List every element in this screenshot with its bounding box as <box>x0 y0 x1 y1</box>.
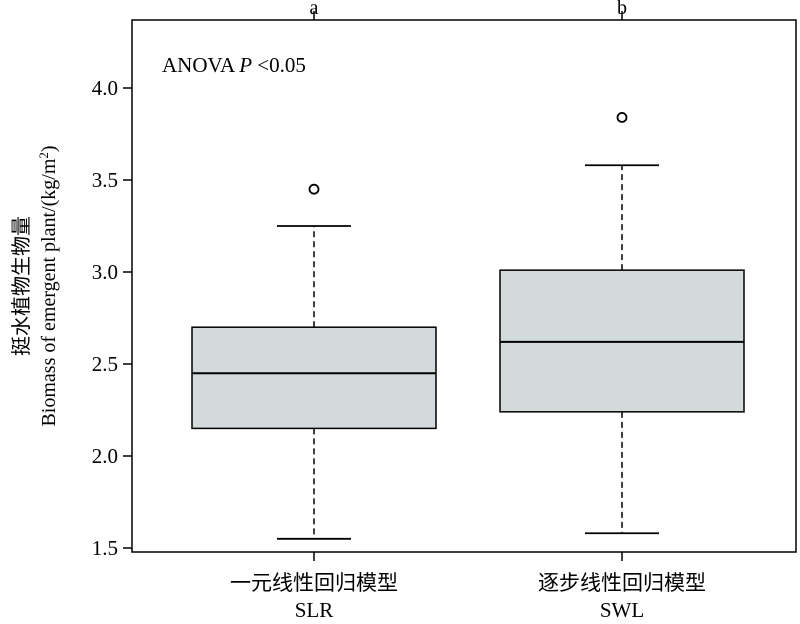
y-tick-label: 4.0 <box>92 76 118 100</box>
y-axis-ticks: 1.5 2.0 2.5 3.0 3.5 4.0 <box>92 76 132 560</box>
x-axis-ticks: 一元线性回归模型 SLR a 逐步线性回归模型 SWL b <box>230 0 706 622</box>
box-series <box>191 112 745 540</box>
x-category-label-english: SLR <box>295 598 334 622</box>
x-category-label-chinese: 逐步线性回归模型 <box>538 571 706 595</box>
significance-letter: a <box>310 0 319 19</box>
y-tick-label: 3.5 <box>92 168 118 192</box>
y-axis-title: 挺水植物生物量 Biomass of emergent plant/(kg/m2… <box>10 145 60 426</box>
y-axis-title-chinese: 挺水植物生物量 <box>10 216 33 356</box>
y-tick-label: 1.5 <box>92 536 118 560</box>
y-tick-label: 3.0 <box>92 260 118 284</box>
outlier-point <box>616 112 628 123</box>
x-category-label-chinese: 一元线性回归模型 <box>230 571 398 595</box>
y-axis-title-english: Biomass of emergent plant/(kg/m2) <box>36 145 61 426</box>
outlier-point <box>308 183 320 195</box>
x-category-label-english: SWL <box>600 598 644 622</box>
significance-letter: b <box>617 0 627 19</box>
anova-annotation: ANOVA P <0.05 <box>162 53 306 77</box>
box-group <box>499 112 745 535</box>
interquartile-box <box>191 326 437 430</box>
y-tick-label: 2.5 <box>92 352 118 376</box>
box-group <box>191 183 437 540</box>
y-tick-label: 2.0 <box>92 444 118 468</box>
plot-frame <box>131 19 797 553</box>
